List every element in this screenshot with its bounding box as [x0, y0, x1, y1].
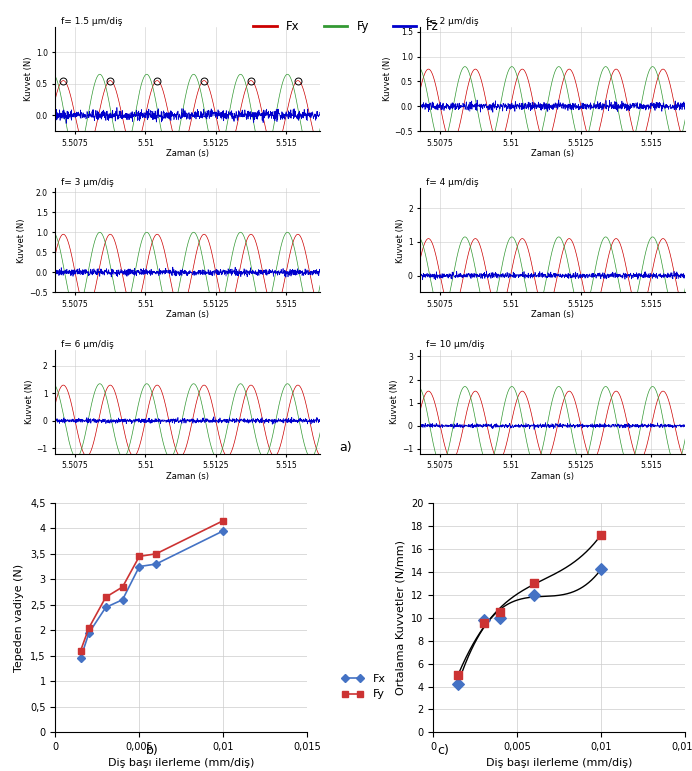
- Text: f= 1.5 μm/diş: f= 1.5 μm/diş: [61, 17, 122, 26]
- X-axis label: Diş başı ilerleme (mm/diş): Diş başı ilerleme (mm/diş): [486, 758, 632, 768]
- X-axis label: Diş başı ilerleme (mm/diş): Diş başı ilerleme (mm/diş): [108, 758, 255, 768]
- Point: [453, 678, 464, 690]
- Line: Fy: Fy: [78, 518, 226, 654]
- Fx: [118, 595, 127, 604]
- Line: Fx: Fx: [78, 528, 226, 662]
- Text: f= 6 μm/diş: f= 6 μm/diş: [61, 340, 113, 348]
- Text: a): a): [340, 441, 352, 454]
- Fx: [219, 527, 228, 536]
- Fy: [76, 646, 84, 655]
- Point: [596, 529, 607, 541]
- Text: f= 3 μm/diş: f= 3 μm/diş: [61, 178, 113, 187]
- Fx: [85, 628, 93, 638]
- Fy: [219, 516, 228, 525]
- X-axis label: Zaman (s): Zaman (s): [531, 310, 574, 319]
- Fy: [152, 549, 161, 558]
- Y-axis label: Kuvvet (N): Kuvvet (N): [383, 57, 392, 101]
- Point: [453, 669, 464, 682]
- Y-axis label: Kuvvet (N): Kuvvet (N): [24, 57, 33, 101]
- X-axis label: Zaman (s): Zaman (s): [531, 149, 574, 158]
- Point: [529, 577, 540, 589]
- X-axis label: Zaman (s): Zaman (s): [166, 149, 209, 158]
- Text: f= 2 μm/diş: f= 2 μm/diş: [426, 17, 478, 26]
- Fx: [76, 654, 84, 663]
- Y-axis label: Tepeden vadiye (N): Tepeden vadiye (N): [15, 564, 24, 672]
- Y-axis label: Ortalama Kuvvetler (N/mm): Ortalama Kuvvetler (N/mm): [396, 540, 406, 695]
- Y-axis label: Kuvvet (N): Kuvvet (N): [17, 218, 26, 262]
- Text: b): b): [146, 744, 158, 757]
- Point: [495, 611, 506, 624]
- Point: [495, 606, 506, 618]
- Legend: Fx, Fy: Fx, Fy: [337, 669, 390, 704]
- Fy: [118, 582, 127, 591]
- Point: [529, 588, 540, 601]
- Y-axis label: Kuvvet (N): Kuvvet (N): [397, 218, 406, 262]
- Fx: [152, 560, 161, 569]
- Point: [596, 563, 607, 575]
- Y-axis label: Kuvvet (N): Kuvvet (N): [25, 379, 34, 424]
- Y-axis label: Kuvvet (N): Kuvvet (N): [390, 379, 399, 424]
- Text: c): c): [437, 744, 449, 757]
- Fy: [102, 593, 110, 602]
- Fx: [135, 562, 143, 571]
- Fx: [102, 603, 110, 612]
- Fy: [85, 623, 93, 632]
- X-axis label: Zaman (s): Zaman (s): [531, 472, 574, 480]
- Text: f= 10 μm/diş: f= 10 μm/diş: [426, 340, 484, 348]
- X-axis label: Zaman (s): Zaman (s): [166, 472, 209, 480]
- Legend: Fx, Fy, Fz: Fx, Fy, Fz: [248, 15, 444, 38]
- Fy: [135, 552, 143, 561]
- Point: [478, 617, 489, 629]
- X-axis label: Zaman (s): Zaman (s): [166, 310, 209, 319]
- Text: f= 4 μm/diş: f= 4 μm/diş: [426, 178, 478, 187]
- Point: [478, 614, 489, 626]
